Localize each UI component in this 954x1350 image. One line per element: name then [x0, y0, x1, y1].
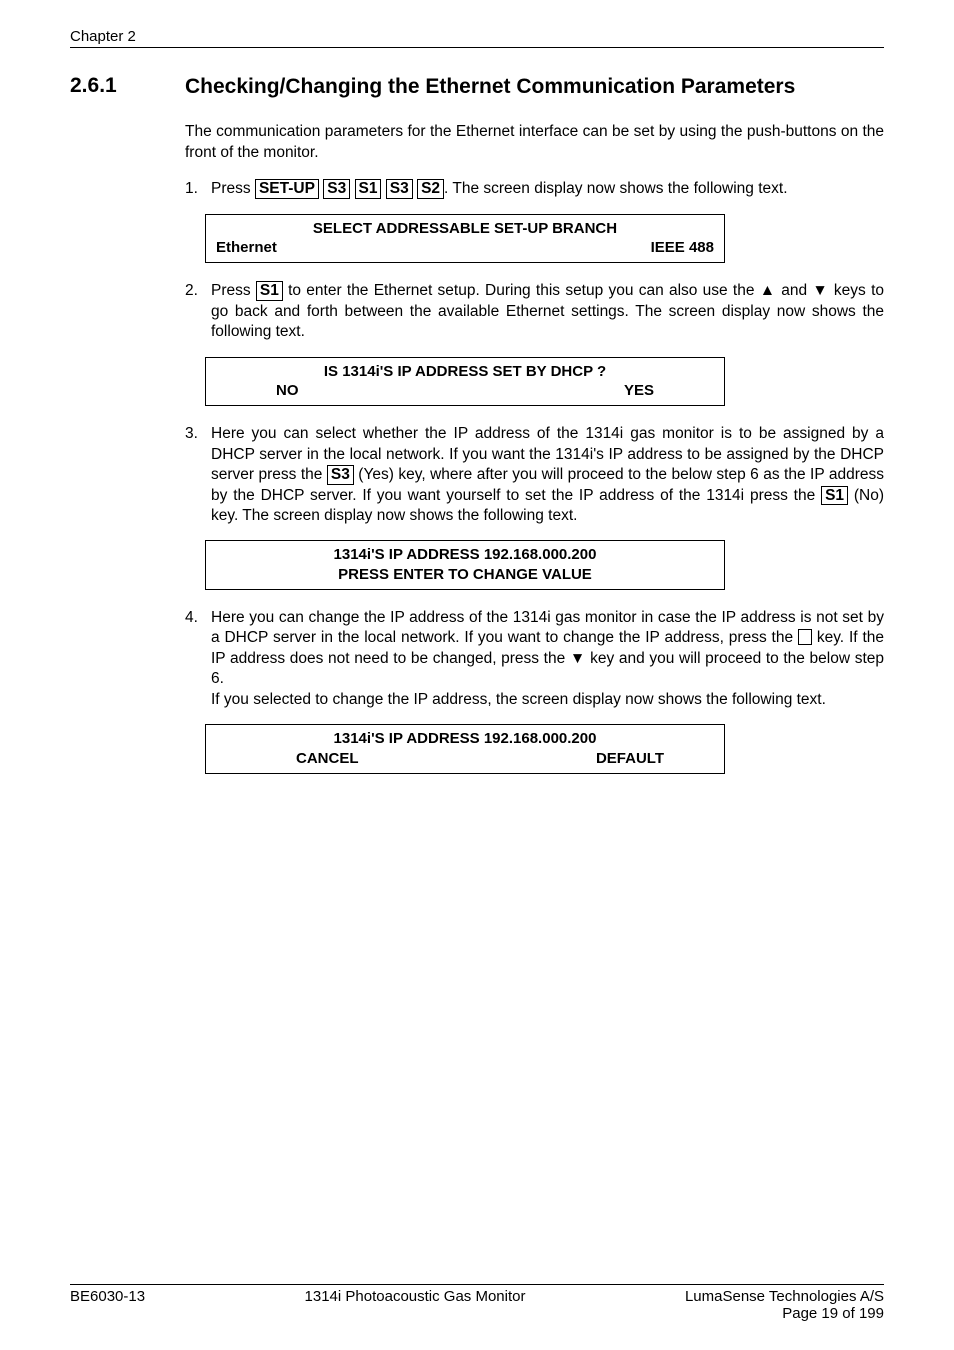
key-s1: S1: [256, 281, 283, 301]
step-content: Here you can change the IP address of th…: [211, 608, 884, 710]
text: If you selected to change the IP address…: [211, 691, 826, 708]
step-content: Press S1 to enter the Ethernet setup. Du…: [211, 281, 884, 342]
display-right: IEEE 488: [651, 238, 714, 258]
steps-list: 4. Here you can change the IP address of…: [185, 608, 884, 710]
step-marker: 1.: [185, 179, 211, 199]
text: Here you can change the IP address of th…: [211, 609, 884, 646]
text: to enter the Ethernet setup. During this…: [211, 282, 884, 340]
display-right: DEFAULT: [596, 749, 664, 769]
step-marker: 2.: [185, 281, 211, 342]
step-1: 1. Press SET-UP S3 S1 S3 S2. The screen …: [185, 179, 884, 199]
section-number: 2.6.1: [70, 74, 185, 98]
header-rule: [70, 47, 884, 48]
text: Press: [211, 282, 256, 299]
footer-row: BE6030-13 1314i Photoacoustic Gas Monito…: [70, 1288, 884, 1322]
display-line: SELECT ADDRESSABLE SET-UP BRANCH: [216, 219, 714, 239]
display-box-4: 1314i'S IP ADDRESS 192.168.000.200 CANCE…: [205, 724, 725, 774]
enter-key-icon: [798, 629, 812, 645]
display-line: 1314i'S IP ADDRESS 192.168.000.200: [216, 729, 714, 749]
display-line: PRESS ENTER TO CHANGE VALUE: [216, 565, 714, 585]
display-left: CANCEL: [296, 749, 359, 769]
page-footer: BE6030-13 1314i Photoacoustic Gas Monito…: [70, 1284, 884, 1322]
step-content: Press SET-UP S3 S1 S3 S2. The screen dis…: [211, 179, 884, 199]
display-box-1: SELECT ADDRESSABLE SET-UP BRANCH Etherne…: [205, 214, 725, 264]
footer-rule: [70, 1284, 884, 1285]
display-right: YES: [624, 381, 654, 401]
key-s3: S3: [327, 465, 354, 485]
footer-center: 1314i Photoacoustic Gas Monitor: [305, 1288, 526, 1322]
display-left: Ethernet: [216, 238, 277, 258]
step-2: 2. Press S1 to enter the Ethernet setup.…: [185, 281, 884, 342]
key-s1: S1: [821, 486, 848, 506]
footer-page: Page 19 of 199: [782, 1305, 884, 1322]
key-s2: S2: [417, 179, 444, 199]
key-setup: SET-UP: [255, 179, 319, 199]
text: Press: [211, 180, 255, 197]
display-line: CANCEL DEFAULT: [216, 749, 714, 769]
step-marker: 4.: [185, 608, 211, 710]
body: The communication parameters for the Eth…: [185, 122, 884, 774]
display-line: NO YES: [216, 381, 714, 401]
page: Chapter 2 2.6.1 Checking/Changing the Et…: [0, 0, 954, 1350]
footer-left: BE6030-13: [70, 1288, 145, 1322]
display-left: NO: [276, 381, 299, 401]
chapter-header: Chapter 2: [70, 28, 884, 45]
step-content: Here you can select whether the IP addre…: [211, 424, 884, 526]
step-marker: 3.: [185, 424, 211, 526]
key-s3: S3: [323, 179, 350, 199]
step-4: 4. Here you can change the IP address of…: [185, 608, 884, 710]
section-heading: 2.6.1 Checking/Changing the Ethernet Com…: [70, 74, 884, 100]
display-line: IS 1314i'S IP ADDRESS SET BY DHCP ?: [216, 362, 714, 382]
display-line: 1314i'S IP ADDRESS 192.168.000.200: [216, 545, 714, 565]
display-box-2: IS 1314i'S IP ADDRESS SET BY DHCP ? NO Y…: [205, 357, 725, 407]
section-title: Checking/Changing the Ethernet Communica…: [185, 74, 795, 100]
intro-paragraph: The communication parameters for the Eth…: [185, 122, 884, 163]
footer-right: LumaSense Technologies A/S Page 19 of 19…: [685, 1288, 884, 1322]
step-3: 3. Here you can select whether the IP ad…: [185, 424, 884, 526]
key-s1: S1: [355, 179, 382, 199]
key-s3: S3: [386, 179, 413, 199]
display-line: Ethernet IEEE 488: [216, 238, 714, 258]
text: . The screen display now shows the follo…: [444, 180, 787, 197]
steps-list: 3. Here you can select whether the IP ad…: [185, 424, 884, 526]
steps-list: 1. Press SET-UP S3 S1 S3 S2. The screen …: [185, 179, 884, 199]
footer-company: LumaSense Technologies A/S: [685, 1288, 884, 1305]
display-box-3: 1314i'S IP ADDRESS 192.168.000.200 PRESS…: [205, 540, 725, 590]
steps-list: 2. Press S1 to enter the Ethernet setup.…: [185, 281, 884, 342]
